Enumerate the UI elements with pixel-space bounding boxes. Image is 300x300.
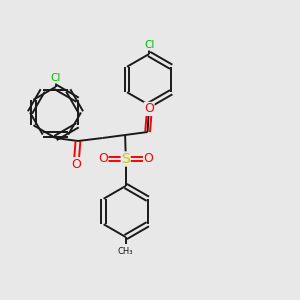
Text: O: O (72, 158, 81, 171)
Text: S: S (121, 152, 130, 166)
Text: O: O (98, 152, 108, 166)
Text: O: O (144, 102, 154, 116)
Text: CH₃: CH₃ (118, 247, 134, 256)
Text: Cl: Cl (144, 40, 154, 50)
Text: O: O (144, 152, 153, 166)
Text: Cl: Cl (50, 73, 61, 83)
